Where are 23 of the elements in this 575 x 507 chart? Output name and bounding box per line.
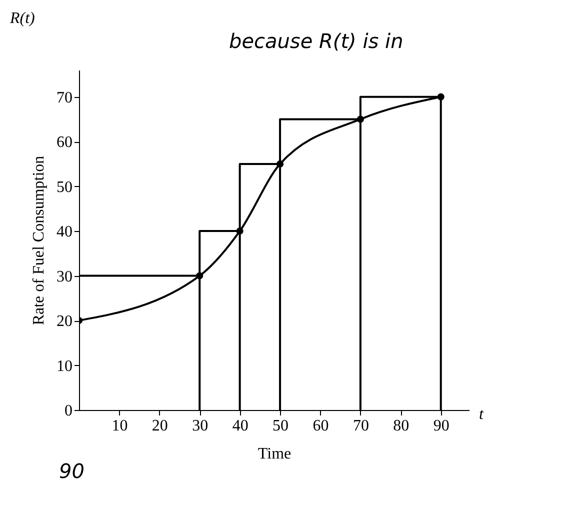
y-tick-label: 40 [56, 224, 72, 241]
x-axis-title: Time [258, 446, 292, 462]
x-tick-label: 70 [352, 418, 369, 434]
y-tick-label: 50 [56, 178, 72, 196]
x-tick-label: 30 [192, 418, 208, 434]
y-tick-label: 0 [64, 402, 72, 420]
text: because R(t) is in [229, 29, 404, 53]
text: t [479, 406, 484, 423]
text: 90 [59, 459, 84, 483]
chart-title: R(t) [9, 10, 35, 27]
x-tick-label: 90 [433, 418, 450, 434]
y-tick-label: 30 [56, 268, 72, 286]
x-tick-label: 80 [393, 418, 410, 434]
y-tick-label: 10 [56, 358, 72, 375]
y-tick-label: 20 [56, 313, 72, 330]
x-tick-label: 40 [232, 418, 248, 434]
x-tick-label: 10 [112, 418, 128, 434]
x-tick-label: 50 [272, 418, 289, 434]
y-tick-label: 60 [56, 134, 72, 152]
y-axis-title: Rate of Fuel Consumption [30, 156, 48, 326]
x-tick-label: 60 [312, 418, 329, 434]
y-tick-label: 70 [56, 89, 72, 106]
x-tick-label: 20 [152, 418, 168, 434]
